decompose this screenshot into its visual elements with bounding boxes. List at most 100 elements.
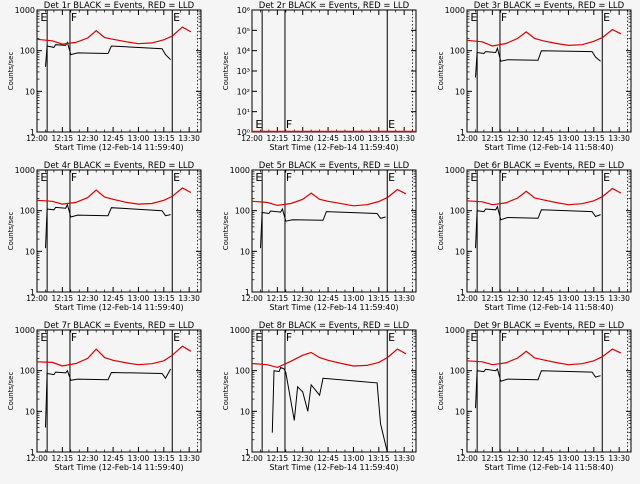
panel-title: Det 9r BLACK = Events, RED = LLD — [474, 321, 625, 331]
y-tick-label: 1 — [245, 288, 250, 297]
x-tick-label: 12:15 — [482, 454, 504, 463]
event-marker-label: E — [255, 118, 262, 131]
event-marker-label: F — [501, 171, 507, 184]
y-tick-label: 10 — [240, 247, 250, 256]
x-tick-label: 12:15 — [52, 134, 74, 143]
events-series-line — [475, 368, 601, 409]
y-tick-label: 1 — [460, 288, 465, 297]
x-tick-label: 12:45 — [317, 454, 339, 463]
x-tick-label: 12:00 — [241, 134, 263, 143]
x-tick-label: 12:45 — [317, 294, 339, 303]
event-marker-label: E — [40, 331, 47, 344]
lld-series-line — [466, 28, 622, 47]
x-tick-label: 12:45 — [532, 294, 554, 303]
x-tick-label: 12:15 — [482, 134, 504, 143]
x-tick-label: 12:30 — [507, 134, 529, 143]
y-tick-label: 10³ — [237, 67, 250, 76]
lld-series-line — [36, 187, 192, 205]
x-tick-label: 12:00 — [456, 134, 478, 143]
y-tick-label: 100 — [235, 367, 250, 376]
panel-5: Det 5r BLACK = Events, RED = LLD 1 10 100 10… — [222, 161, 417, 312]
lld-series-line — [36, 26, 192, 45]
x-tick-label: 13:30 — [608, 454, 630, 463]
event-marker-label: E — [603, 331, 610, 344]
y-tick-label: 10² — [237, 87, 250, 96]
x-tick-label: 12:30 — [77, 134, 99, 143]
x-tick-label: 12:15 — [482, 294, 504, 303]
x-tick-label: 13:15 — [153, 134, 175, 143]
plot-frame — [251, 329, 417, 453]
event-marker-label: F — [71, 171, 77, 184]
y-tick-label: 10 — [455, 87, 465, 96]
events-series-line — [475, 46, 601, 78]
y-axis-label: Counts/sec — [7, 372, 15, 411]
panel-title: Det 8r BLACK = Events, RED = LLD — [259, 321, 410, 331]
x-tick-label: 13:00 — [128, 134, 150, 143]
panel-6: Det 6r BLACK = Events, RED = LLD 1 10 100 10… — [437, 161, 632, 312]
panel-title: Det 4r BLACK = Events, RED = LLD — [44, 161, 195, 171]
x-tick-label: 13:15 — [153, 454, 175, 463]
x-tick-label: 13:30 — [178, 294, 200, 303]
x-tick-label: 12:45 — [532, 454, 554, 463]
lld-series-line — [251, 188, 407, 207]
x-tick-label: 12:15 — [267, 454, 289, 463]
lld-series-line — [251, 348, 407, 369]
x-tick-label: 13:00 — [343, 454, 365, 463]
x-tick-label: 13:00 — [558, 454, 580, 463]
x-tick-label: 12:45 — [317, 134, 339, 143]
x-tick-label: 13:15 — [153, 294, 175, 303]
y-tick-label: 100 — [450, 367, 465, 376]
y-tick-label: 100 — [20, 367, 35, 376]
event-marker-label: F — [286, 118, 292, 131]
events-series-line — [45, 368, 172, 428]
y-axis-label: Counts/sec — [222, 52, 230, 91]
event-marker-label: E — [255, 171, 262, 184]
y-tick-label: 1 — [30, 448, 35, 457]
y-tick-label: 10⁰ — [237, 128, 250, 137]
x-tick-label: 12:30 — [292, 454, 314, 463]
x-tick-label: 13:30 — [178, 454, 200, 463]
y-tick-label: 1 — [30, 288, 35, 297]
events-series-line — [475, 205, 601, 249]
event-marker-label: E — [388, 171, 395, 184]
y-axis-label: Counts/sec — [437, 212, 445, 251]
x-tick-label: 12:30 — [507, 294, 529, 303]
panel-9: Det 9r BLACK = Events, RED = LLD 1 10 100 10… — [437, 321, 632, 472]
x-tick-label: 12:45 — [102, 294, 124, 303]
y-tick-label: 10⁵ — [237, 26, 250, 35]
x-tick-label: 12:30 — [292, 134, 314, 143]
event-marker-label: F — [501, 331, 507, 344]
event-marker-label: E — [603, 11, 610, 24]
plot-frame — [251, 9, 417, 133]
event-marker-label: F — [286, 171, 292, 184]
x-tick-label: 12:00 — [456, 294, 478, 303]
panel-title: Det 1r BLACK = Events, RED = LLD — [44, 1, 195, 11]
x-tick-label: 13:15 — [583, 134, 605, 143]
x-axis-label: Start Time (12-Feb-14 11:59:40) — [269, 143, 398, 152]
event-marker-label: E — [40, 171, 47, 184]
plot-frame — [36, 169, 202, 293]
x-axis-label: Start Time (12-Feb-14 11:58:40) — [484, 303, 613, 312]
plot-frame — [251, 169, 417, 293]
y-axis-label: Counts/sec — [437, 372, 445, 411]
x-tick-label: 13:00 — [343, 294, 365, 303]
panel-4: Det 4r BLACK = Events, RED = LLD 1 10 100 10… — [7, 161, 202, 312]
events-series-line — [45, 203, 171, 249]
y-tick-label: 1000 — [445, 166, 465, 175]
x-axis-label: Start Time (12-Feb-14 11:59:40) — [269, 463, 398, 472]
x-axis-label: Start Time (12-Feb-14 11:58:40) — [484, 463, 613, 472]
y-tick-label: 100 — [20, 47, 35, 56]
panel-8: Det 8r BLACK = Events, RED = LLD 1 10 100 10… — [222, 321, 417, 472]
events-series-line — [260, 207, 386, 249]
events-series-line — [45, 41, 171, 67]
x-tick-label: 13:00 — [558, 294, 580, 303]
y-axis-label: Counts/sec — [222, 372, 230, 411]
x-tick-label: 12:00 — [26, 294, 48, 303]
event-marker-label: F — [501, 11, 507, 24]
x-tick-label: 12:15 — [52, 454, 74, 463]
x-tick-label: 12:45 — [532, 134, 554, 143]
x-tick-label: 12:30 — [507, 454, 529, 463]
event-marker-label: E — [470, 11, 477, 24]
